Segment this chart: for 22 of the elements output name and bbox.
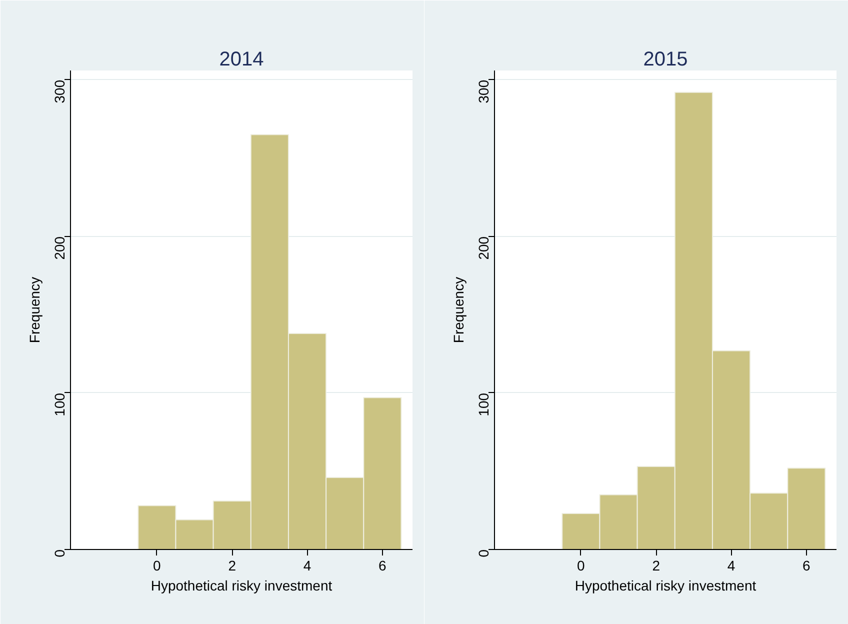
x-axis-title: Hypothetical risky investment: [150, 578, 332, 594]
chart-title: 2014: [219, 48, 264, 70]
x-tick-label: 6: [802, 558, 811, 574]
y-axis-title: Frequency: [26, 276, 42, 344]
y-tick-label: 100: [52, 392, 68, 416]
y-axis-title: Frequency: [450, 276, 466, 344]
x-tick-label: 6: [378, 558, 387, 574]
y-tick-label: 300: [52, 80, 68, 104]
x-axis-title: Hypothetical risky investment: [574, 578, 756, 594]
y-tick-label: 200: [52, 236, 68, 260]
y-tick-label: 300: [476, 80, 492, 104]
y-tick-label: 0: [52, 549, 68, 558]
x-tick-label: 4: [727, 558, 736, 574]
x-tick-label: 4: [303, 558, 312, 574]
chart-title: 2015: [643, 48, 688, 70]
y-tick-label: 0: [476, 549, 492, 558]
x-tick-label: 2: [228, 558, 236, 574]
x-tick-label: 0: [577, 558, 586, 574]
x-tick-label: 0: [153, 558, 162, 574]
x-tick-label: 2: [652, 558, 660, 574]
y-tick-label: 200: [476, 236, 492, 260]
y-tick-label: 100: [476, 392, 492, 416]
